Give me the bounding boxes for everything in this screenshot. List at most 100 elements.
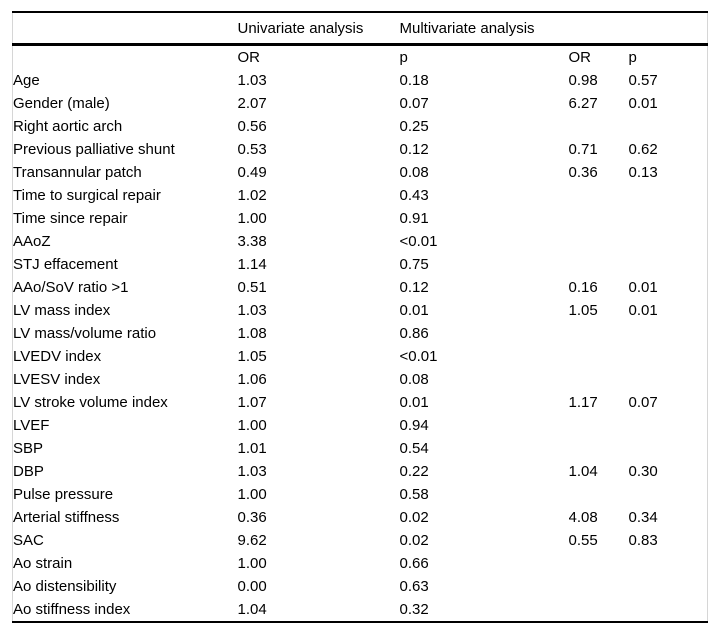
table-row: Previous palliative shunt 0.53 0.12 0.71…	[13, 138, 708, 161]
table-row: Ao distensibility 0.00 0.63	[13, 575, 708, 598]
table-row: SAC 9.62 0.02 0.55 0.83	[13, 529, 708, 552]
univariate-p-value: 0.32	[399, 601, 429, 618]
multivariate-p-value	[629, 414, 708, 437]
multivariate-or-value	[569, 230, 629, 253]
row-label: Transannular patch	[13, 164, 142, 181]
univariate-p-value: 0.01	[399, 394, 429, 411]
multivariate-p-value	[629, 253, 708, 276]
univariate-p-value: 0.02	[399, 509, 429, 526]
univariate-p-value: 0.08	[399, 164, 429, 181]
multivariate-p-value	[629, 230, 708, 253]
multivariate-p-value	[629, 552, 708, 575]
univariate-or-value: 1.00	[237, 210, 267, 227]
table-row: LVESV index 1.06 0.08	[13, 368, 708, 391]
row-label: AAo/SoV ratio >1	[13, 279, 129, 296]
row-label: SBP	[13, 440, 44, 457]
univariate-p-value: 0.91	[399, 210, 429, 227]
table-row: LV stroke volume index 1.07 0.01 1.17 0.…	[13, 391, 708, 414]
univariate-or-value: 1.07	[237, 394, 267, 411]
univariate-p-value: <0.01	[399, 348, 438, 365]
univariate-or-value: 3.38	[237, 233, 267, 250]
row-label: Previous palliative shunt	[13, 141, 175, 158]
table-row: DBP 1.03 0.22 1.04 0.30	[13, 460, 708, 483]
univariate-or-value: 1.03	[237, 72, 267, 89]
univariate-p-value: 0.43	[399, 187, 429, 204]
table-row: LVEDV index 1.05 <0.01	[13, 345, 708, 368]
multivariate-or-value: 4.08	[568, 509, 598, 526]
univariate-or-value: 1.05	[237, 348, 267, 365]
multivariate-or-value: 0.55	[568, 532, 598, 549]
row-label: LV mass index	[13, 302, 111, 319]
row-label: SAC	[13, 532, 44, 549]
univariate-p-value: <0.01	[399, 233, 438, 250]
row-label: Ao stiffness index	[13, 601, 131, 618]
univariate-p-value: 0.86	[399, 325, 429, 342]
multivariate-p-value: 0.01	[628, 302, 658, 319]
multivariate-p-value	[629, 368, 708, 391]
table-row: Time to surgical repair 1.02 0.43	[13, 184, 708, 207]
multivariate-p-value: 0.01	[628, 279, 658, 296]
multivariate-or-value: 0.71	[568, 141, 598, 158]
multivariate-or-value	[569, 414, 629, 437]
univariate-p-value: 0.12	[399, 141, 429, 158]
row-label: LVEF	[13, 417, 50, 434]
univariate-p-value: 0.63	[399, 578, 429, 595]
univariate-or-value: 0.49	[237, 164, 267, 181]
multivariate-p-value: 0.30	[628, 463, 658, 480]
table-row: AAoZ 3.38 <0.01	[13, 230, 708, 253]
univariate-or-value: 1.03	[237, 302, 267, 319]
univariate-p-value: 0.66	[399, 555, 429, 572]
table-row: Arterial stiffness 0.36 0.02 4.08 0.34	[13, 506, 708, 529]
row-label: Ao distensibility	[13, 578, 117, 595]
multivariate-or-value: 0.36	[568, 164, 598, 181]
multivariate-p-value	[629, 575, 708, 598]
row-label: LVEDV index	[13, 348, 102, 365]
multivariate-or-header: OR	[568, 49, 592, 66]
univariate-or-value: 0.36	[237, 509, 267, 526]
univariate-p-value: 0.01	[399, 302, 429, 319]
multivariate-or-value	[569, 207, 629, 230]
table-row: Transannular patch 0.49 0.08 0.36 0.13	[13, 161, 708, 184]
row-label: AAoZ	[13, 233, 51, 250]
multivariate-or-value: 6.27	[568, 95, 598, 112]
multivariate-p-value: 0.34	[628, 509, 658, 526]
row-label: LVESV index	[13, 371, 101, 388]
multivariate-or-value: 1.17	[568, 394, 598, 411]
univariate-or-value: 1.02	[237, 187, 267, 204]
table-row: Age 1.03 0.18 0.98 0.57	[13, 69, 708, 92]
multivariate-or-value	[569, 552, 629, 575]
multivariate-or-value	[569, 437, 629, 460]
univariate-p-value: 0.12	[399, 279, 429, 296]
multivariate-or-value	[569, 184, 629, 207]
multivariate-p-value	[629, 115, 708, 138]
univariate-p-value: 0.25	[399, 118, 429, 135]
multivariate-or-value	[569, 598, 629, 622]
multivariate-or-value	[569, 115, 629, 138]
multivariate-p-value	[629, 598, 708, 622]
multivariate-p-value	[629, 483, 708, 506]
univariate-or-value: 1.06	[237, 371, 267, 388]
univariate-or-value: 9.62	[237, 532, 267, 549]
table-row: LV mass index 1.03 0.01 1.05 0.01	[13, 299, 708, 322]
table-row: Ao stiffness index 1.04 0.32	[13, 598, 708, 622]
univariate-p-header: p	[399, 49, 408, 66]
univariate-or-value: 0.56	[237, 118, 267, 135]
analysis-table: Univariate analysis Multivariate analysi…	[12, 11, 708, 623]
multivariate-or-value: 1.04	[568, 463, 598, 480]
univariate-p-value: 0.54	[399, 440, 429, 457]
row-label: Time to surgical repair	[13, 187, 161, 204]
multivariate-p-value: 0.83	[628, 532, 658, 549]
univariate-or-value: 1.03	[237, 463, 267, 480]
univariate-or-value: 2.07	[237, 95, 267, 112]
univariate-or-value: 1.04	[237, 601, 267, 618]
multivariate-p-value: 0.07	[628, 394, 658, 411]
multivariate-or-value	[569, 345, 629, 368]
table-row: Gender (male) 2.07 0.07 6.27 0.01	[13, 92, 708, 115]
multivariate-p-value	[629, 322, 708, 345]
univariate-p-value: 0.07	[399, 95, 429, 112]
table-row: LVEF 1.00 0.94	[13, 414, 708, 437]
multivariate-p-header: p	[628, 49, 637, 66]
column-header-row: OR p OR p	[13, 45, 708, 70]
row-label: LV mass/volume ratio	[13, 325, 157, 342]
multivariate-or-value	[569, 483, 629, 506]
